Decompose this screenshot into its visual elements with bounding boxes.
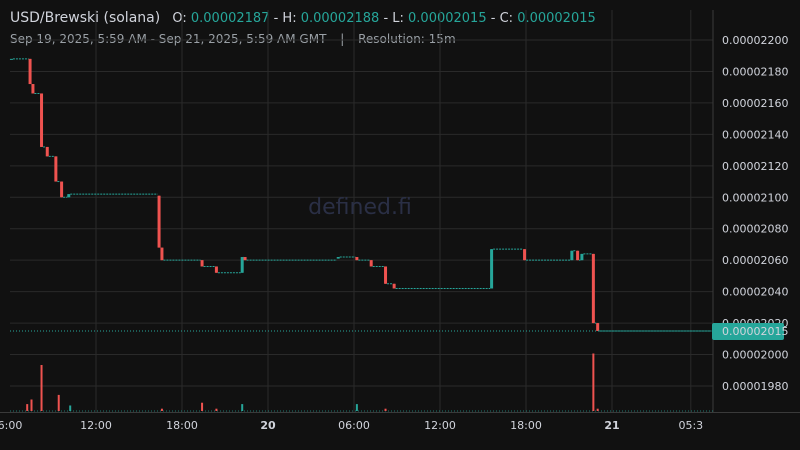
volume-bar <box>160 408 163 411</box>
candle-body <box>45 146 49 157</box>
volume-bar <box>201 402 204 411</box>
volume-bars <box>10 353 713 412</box>
candle-body <box>523 249 527 261</box>
candle-body <box>31 84 35 94</box>
volume-bar <box>355 404 358 411</box>
volume-bar <box>40 365 43 411</box>
chart-grid <box>0 10 800 413</box>
candles <box>9 58 712 332</box>
volume-bar <box>241 404 244 411</box>
candle-body <box>576 250 580 261</box>
candle-body <box>160 247 164 261</box>
candle-body <box>384 266 388 284</box>
time-tick-label: 20 <box>260 419 276 432</box>
candle-body <box>200 260 204 267</box>
price-tick-label: 0.00002180 <box>722 65 788 78</box>
candle-body <box>9 58 13 60</box>
price-tick-label: 0.00002000 <box>722 349 788 362</box>
candle-body <box>596 323 600 331</box>
header-separator: | <box>340 32 345 46</box>
candle-body <box>67 194 71 198</box>
open-value: 0.00002187 <box>190 11 270 26</box>
pair-title: USD/Brewski (solana) <box>10 10 161 26</box>
candle-body <box>580 253 584 261</box>
candle-body <box>570 250 574 261</box>
candle-body <box>490 249 494 289</box>
volume-bar <box>69 405 72 411</box>
chart-subheader: Sep 19, 2025, 5:59 AM - Sep 21, 2025, 5:… <box>10 32 456 46</box>
candle-body <box>157 195 161 248</box>
chart-header-ohlc: USD/Brewski (solana) O: 0.00002187 - H: … <box>10 10 596 26</box>
price-tick-label: 0.00002200 <box>722 34 788 47</box>
price-axis[interactable]: 0.00002200 0.00002180 0.00002160 0.00002140… <box>722 34 788 393</box>
candle-body <box>369 260 373 267</box>
volume-bar <box>26 404 29 411</box>
candle-body <box>336 257 340 259</box>
candle-body <box>40 93 44 147</box>
time-tick-label: 6:00 <box>0 419 22 432</box>
close-label: C: <box>499 11 514 26</box>
watermark: defined.fi <box>308 195 412 220</box>
candle-body <box>591 253 595 324</box>
close-value: 0.00002015 <box>517 11 596 26</box>
candle-body <box>243 257 247 261</box>
price-tick-label: 0.00002080 <box>722 223 788 236</box>
time-tick-label: 05:3 <box>678 419 703 432</box>
last-price-label: 0.00002015 <box>722 325 788 338</box>
price-tick-label: 0.00002040 <box>722 286 788 299</box>
volume-bar <box>215 408 218 411</box>
candle-body <box>392 283 396 289</box>
candle-body <box>28 58 32 85</box>
price-tick-label: 0.00002060 <box>722 254 788 267</box>
price-tick-label: 0.00002160 <box>722 97 788 110</box>
time-tick-label: 18:00 <box>166 419 198 432</box>
date-range: Sep 19, 2025, 5:59 AM - Sep 21, 2025, 5:… <box>10 32 327 46</box>
last-price-badge: 0.00002015 <box>712 322 788 340</box>
time-axis[interactable]: 6:00 12:00 18:00 20 06:00 12:00 18:00 21 05:3 <box>0 419 703 432</box>
time-tick-label: 21 <box>604 419 619 432</box>
candle-body <box>54 156 58 182</box>
price-tick-label: 0.00002140 <box>722 128 788 141</box>
time-tick-label: 12:00 <box>424 419 456 432</box>
price-tick-label: 0.00002120 <box>722 160 788 173</box>
candle-body <box>214 266 218 273</box>
price-tick-label: 0.00001980 <box>722 380 788 393</box>
time-tick-label: 12:00 <box>80 419 112 432</box>
volume-bar <box>57 394 60 411</box>
volume-bar <box>30 399 33 411</box>
volume-bar <box>596 408 599 411</box>
candle-body <box>60 181 64 198</box>
price-tick-label: 0.00002100 <box>722 191 788 204</box>
time-tick-label: 06:00 <box>338 419 370 432</box>
time-tick-label: 18:00 <box>510 419 542 432</box>
low-label: L: <box>392 11 404 26</box>
high-label: H: <box>282 11 297 26</box>
low-value: 0.00002015 <box>408 11 487 26</box>
candle-body <box>240 257 244 273</box>
volume-bar <box>384 408 387 411</box>
open-label: O: <box>172 11 187 26</box>
high-value: 0.00002188 <box>300 11 380 26</box>
volume-bar <box>592 353 595 411</box>
candle-body <box>355 257 359 261</box>
resolution-label: Resolution: 15m <box>358 32 456 46</box>
